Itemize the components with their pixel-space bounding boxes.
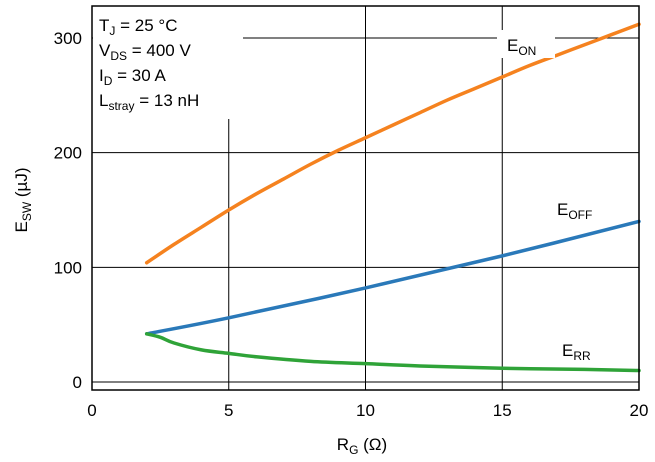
x-tick-label: 10 <box>356 401 375 420</box>
conditions-box-bg <box>93 6 243 119</box>
y-tick-labels: 0 100 200 300 <box>54 29 82 392</box>
condition-line: TJ = 25 °C <box>99 16 177 38</box>
x-tick-label: 5 <box>224 401 233 420</box>
series-label-err: ERR <box>562 341 591 363</box>
y-axis-label: ESW (µJ) <box>12 167 34 232</box>
y-tick-label: 200 <box>54 144 82 163</box>
x-tick-label: 0 <box>87 401 96 420</box>
series-line-eon <box>144 22 641 265</box>
series-label-eoff: EOFF <box>557 200 592 222</box>
condition-line: Lstray = 13 nH <box>99 91 199 113</box>
y-tick-label: 100 <box>54 258 82 277</box>
x-axis-label: RG (Ω) <box>337 435 387 457</box>
y-tick-label: 300 <box>54 29 82 48</box>
series-label-eon: EON <box>507 36 536 58</box>
plot-frame <box>91 5 640 391</box>
condition-line: VDS = 400 V <box>99 41 191 63</box>
series-labels: EON EOFF ERR <box>507 36 592 363</box>
series-line-eoff <box>144 219 641 336</box>
series-lines <box>144 22 641 373</box>
x-tick-label: 20 <box>630 401 649 420</box>
series-line-err <box>144 332 641 373</box>
y-tick-label: 0 <box>73 373 82 392</box>
condition-line: ID = 30 A <box>99 66 166 88</box>
x-tick-labels: 0 5 10 15 20 <box>87 401 648 420</box>
eon-label-bg <box>497 30 555 58</box>
x-tick-label: 15 <box>493 401 512 420</box>
test-conditions: TJ = 25 °C VDS = 400 V ID = 30 A Lstray = 1… <box>99 16 199 113</box>
